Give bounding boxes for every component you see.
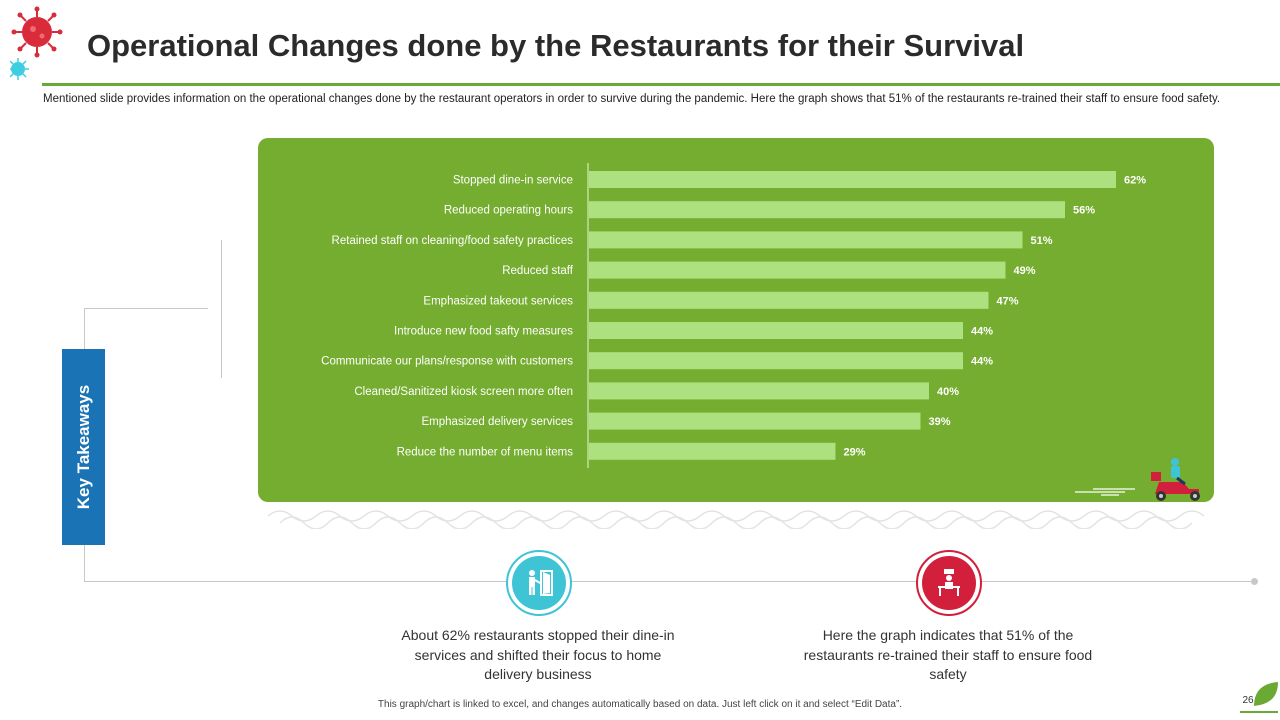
decorative-pattern (267, 510, 1205, 529)
category-label: Introduce new food safty measures (394, 326, 573, 338)
value-label: 44% (971, 356, 993, 368)
category-label: Emphasized takeout services (423, 295, 573, 307)
connector-line (84, 545, 85, 582)
value-label: 51% (1031, 235, 1053, 247)
takeaway-icon-circle (916, 550, 982, 616)
category-label: Communicate our plans/response with cust… (321, 356, 573, 368)
footnote: This graph/chart is linked to excel, and… (377, 699, 903, 710)
virus-decoration-icon (10, 6, 63, 80)
value-label: 62% (1124, 175, 1146, 187)
key-takeaways-label: Key Takeaways (73, 384, 93, 510)
bar[interactable] (589, 261, 1006, 279)
bar[interactable] (589, 412, 921, 430)
bar[interactable] (589, 231, 1023, 249)
value-label: 56% (1073, 205, 1095, 217)
value-label: 40% (937, 386, 959, 398)
value-label: 29% (844, 446, 866, 458)
bar-chart[interactable]: Stopped dine-in service 62% Reduced operat… (258, 138, 1214, 502)
page-number: 26 (1242, 695, 1254, 706)
delivery-scooter-icon (1075, 458, 1200, 501)
category-label: Retained staff on cleaning/food safety p… (332, 235, 574, 247)
key-takeaways-box: Key Takeaways (62, 349, 105, 545)
category-label: Stopped dine-in service (453, 175, 573, 187)
value-label: 39% (929, 416, 951, 428)
page-title: Operational Changes done by the Restaura… (87, 28, 1025, 63)
takeaway-text-2: Here the graph indicates that 51% of the… (803, 627, 1093, 682)
takeaway-icon-circle (506, 550, 572, 616)
connector-line (221, 240, 222, 378)
bar[interactable] (589, 201, 1065, 219)
category-label: Emphasized delivery services (422, 416, 574, 428)
connector-dot (1251, 578, 1258, 585)
category-label: Reduce the number of menu items (397, 446, 574, 458)
bar[interactable] (589, 442, 836, 460)
bar[interactable] (589, 352, 963, 370)
leaf-corner-icon (1254, 682, 1278, 706)
connector-line (84, 308, 208, 309)
intro-text: Mentioned slide provides information on … (43, 93, 1221, 105)
bar[interactable] (589, 322, 963, 339)
value-label: 49% (1014, 265, 1036, 277)
category-label: Cleaned/Sanitized kiosk screen more ofte… (354, 386, 573, 398)
staff-cleaning-icon (938, 569, 960, 596)
title-divider (42, 83, 1280, 86)
category-label: Reduced operating hours (444, 205, 573, 217)
bar[interactable] (589, 171, 1116, 188)
page-number-rule (1240, 711, 1278, 713)
value-label: 44% (971, 326, 993, 338)
bar[interactable] (589, 382, 929, 400)
category-label: Reduced staff (502, 265, 574, 277)
connector-line (84, 581, 1254, 582)
chart-panel: Stopped dine-in service 62% Reduced operat… (258, 138, 1214, 502)
bar[interactable] (589, 291, 989, 309)
dine-in-door-icon (529, 570, 553, 596)
connector-line (84, 308, 85, 350)
takeaway-text-1: About 62% restaurants stopped their dine… (401, 627, 675, 682)
value-label: 47% (997, 295, 1019, 307)
